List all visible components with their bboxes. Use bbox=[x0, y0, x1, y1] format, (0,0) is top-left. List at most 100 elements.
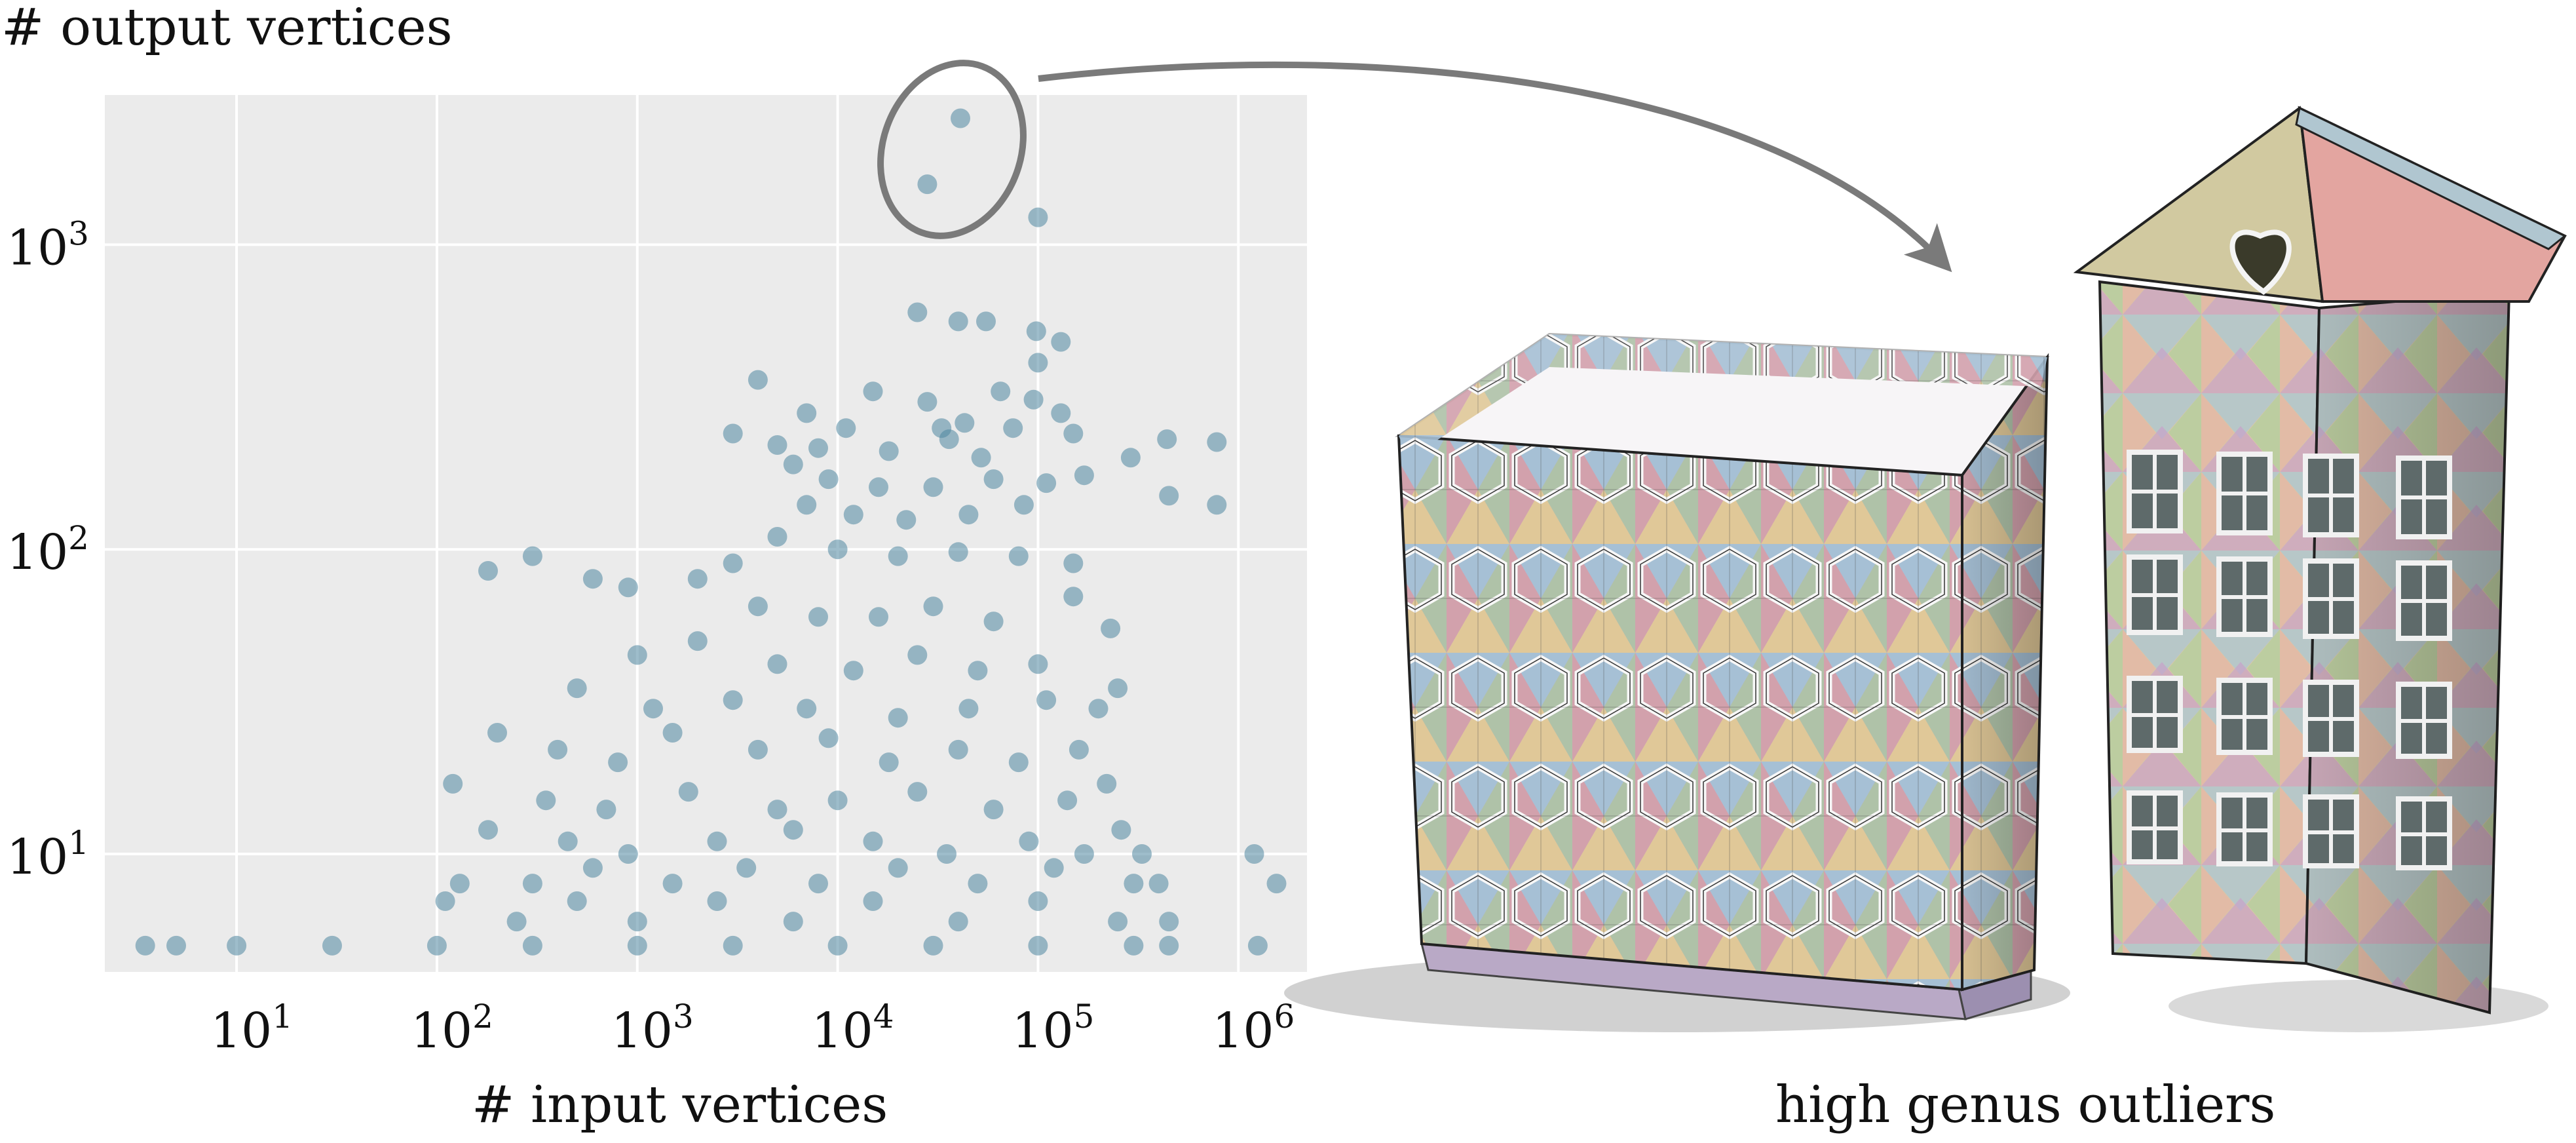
scatter-point bbox=[627, 645, 647, 665]
scatter-point bbox=[797, 403, 817, 423]
scatter-point bbox=[582, 858, 603, 878]
scatter-point bbox=[618, 844, 638, 864]
scatter-point bbox=[1063, 553, 1084, 573]
y-tick-label: 103 bbox=[7, 214, 89, 276]
scatter-point bbox=[1159, 912, 1179, 932]
outlier-arrow bbox=[1038, 61, 1952, 273]
scatter-point bbox=[687, 631, 708, 651]
scatter-point bbox=[1028, 654, 1048, 674]
figure-caption: high genus outliers bbox=[1775, 1075, 2275, 1134]
scatter-point bbox=[643, 699, 663, 719]
scatter-point bbox=[836, 418, 856, 438]
scatter-point bbox=[818, 728, 839, 748]
scatter-point bbox=[723, 553, 743, 573]
scatter-point bbox=[567, 891, 587, 911]
scatter-point bbox=[1101, 618, 1121, 638]
scatter-point bbox=[748, 739, 768, 760]
scatter-point bbox=[522, 935, 542, 956]
y-tick-label: 102 bbox=[7, 519, 89, 581]
scatter-point bbox=[1097, 773, 1117, 794]
scatter-point bbox=[976, 311, 996, 332]
scatter-point bbox=[863, 381, 883, 402]
scatter-point bbox=[896, 510, 917, 530]
scatter-point bbox=[869, 607, 888, 627]
scatter-point bbox=[1207, 495, 1227, 515]
scatter-point bbox=[426, 935, 447, 956]
scatter-point bbox=[1074, 465, 1094, 486]
x-tick-label: 105 bbox=[1012, 998, 1094, 1059]
scatter-point bbox=[767, 800, 787, 820]
scatter-point bbox=[478, 820, 498, 840]
scatter-point bbox=[1159, 486, 1179, 506]
scatter-point bbox=[968, 874, 988, 894]
scatter-point bbox=[723, 935, 743, 956]
grid-lines bbox=[105, 95, 1307, 972]
scatter-point bbox=[1124, 874, 1144, 894]
scatter-point bbox=[863, 891, 883, 911]
scatter-point bbox=[1013, 495, 1034, 515]
scatter-point bbox=[1023, 389, 1044, 410]
scatter-point bbox=[843, 505, 863, 525]
scatter-point bbox=[522, 874, 542, 894]
scatter-point bbox=[1148, 874, 1169, 894]
scatter-point bbox=[907, 782, 928, 802]
y-tick-labels: 101 102 103 bbox=[7, 214, 89, 885]
scatter-point bbox=[1124, 935, 1144, 956]
scatter-point bbox=[783, 454, 803, 475]
scatter-point bbox=[939, 429, 959, 450]
scatter-point bbox=[1157, 429, 1177, 450]
scatter-point bbox=[991, 381, 1011, 402]
scatter-point bbox=[1026, 321, 1046, 341]
scatter-point bbox=[958, 505, 979, 525]
render-hex-box bbox=[1284, 332, 2070, 1032]
scatter-points bbox=[135, 108, 1287, 956]
y-tick-label: 101 bbox=[7, 824, 89, 885]
scatter-point bbox=[958, 699, 979, 719]
scatter-point bbox=[596, 800, 616, 820]
scatter-point bbox=[1003, 418, 1023, 438]
scatter-point bbox=[818, 469, 839, 490]
scatter-point bbox=[443, 773, 463, 794]
scatter-point bbox=[582, 569, 603, 589]
scatter-point bbox=[983, 800, 1004, 820]
scatter-point bbox=[808, 438, 828, 458]
scatter-point bbox=[1028, 207, 1048, 227]
scatter-point bbox=[748, 596, 768, 617]
scatter-point bbox=[869, 477, 888, 497]
scatter-point bbox=[1008, 752, 1029, 773]
scatter-point bbox=[937, 844, 957, 864]
scatter-point bbox=[1247, 935, 1268, 956]
scatter-point bbox=[1111, 820, 1131, 840]
scatter-point bbox=[1069, 739, 1089, 760]
scatter-point bbox=[923, 596, 943, 617]
scatter-point bbox=[662, 874, 683, 894]
scatter-point bbox=[1266, 874, 1287, 894]
scatter-point bbox=[827, 790, 848, 811]
scatter-point bbox=[808, 607, 828, 627]
scatter-point bbox=[879, 441, 899, 461]
scatter-point bbox=[1051, 403, 1071, 423]
scatter-point bbox=[1044, 858, 1064, 878]
scatter-point bbox=[983, 611, 1004, 632]
scatter-point bbox=[1051, 332, 1071, 352]
outlier-highlight-ellipse bbox=[877, 60, 1027, 239]
scatter-point bbox=[478, 561, 498, 581]
scatter-point bbox=[767, 527, 787, 547]
render-house bbox=[2073, 106, 2567, 1032]
scatter-point bbox=[1008, 546, 1029, 566]
scatter-point bbox=[506, 912, 527, 932]
scatter-point bbox=[783, 820, 803, 840]
scatter-point bbox=[879, 752, 899, 773]
scatter-point bbox=[1028, 935, 1048, 956]
scatter-point bbox=[1159, 935, 1179, 956]
scatter-point bbox=[166, 935, 186, 956]
scatter-point bbox=[618, 577, 638, 598]
scatter-point bbox=[827, 935, 848, 956]
x-tick-label: 103 bbox=[611, 998, 694, 1059]
scatter-point bbox=[558, 831, 578, 851]
scatter-point bbox=[923, 477, 943, 497]
scatter-point bbox=[678, 782, 698, 802]
scatter-point bbox=[863, 831, 883, 851]
scatter-point bbox=[135, 935, 155, 956]
